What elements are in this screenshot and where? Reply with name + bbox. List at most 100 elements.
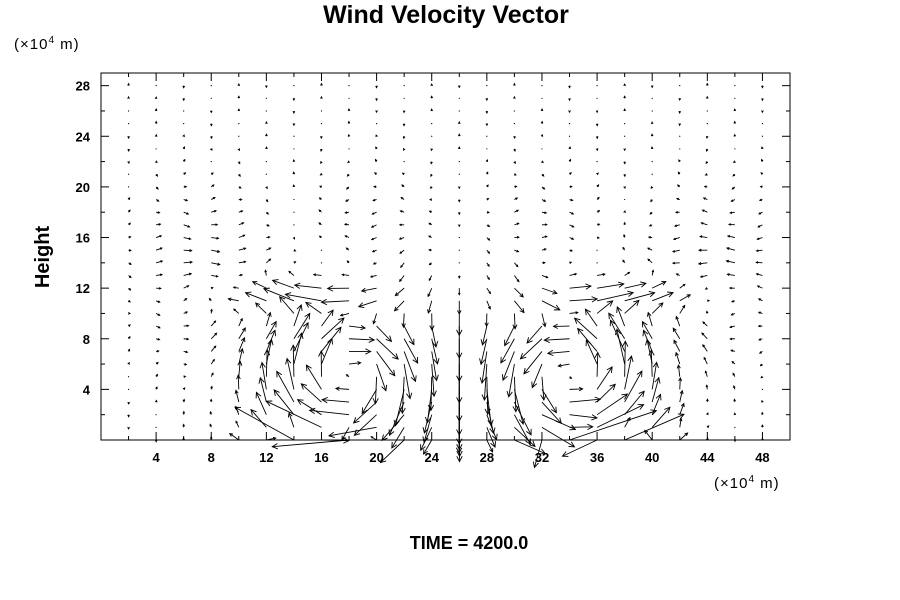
wind-vector	[485, 123, 489, 127]
wind-vector	[761, 85, 764, 89]
wind-vector	[341, 273, 350, 277]
wind-vector	[761, 110, 764, 114]
wind-vector	[211, 236, 220, 240]
wind-vector	[361, 389, 377, 415]
wind-vector	[624, 390, 645, 415]
wind-vector	[320, 123, 323, 125]
wind-vector	[348, 148, 350, 150]
wind-vector	[423, 439, 433, 455]
wind-vector	[393, 389, 405, 427]
wind-vector	[211, 223, 219, 226]
wind-vector	[541, 313, 547, 328]
wind-vector	[568, 123, 571, 125]
wind-vector	[675, 197, 680, 201]
wind-vector	[647, 247, 653, 251]
wind-vector	[486, 439, 494, 453]
wind-vector	[127, 186, 130, 188]
wind-vector	[293, 261, 297, 264]
wind-vector	[156, 287, 162, 290]
wind-vector	[486, 224, 491, 228]
wind-vector	[210, 160, 212, 163]
wind-vector	[501, 351, 515, 382]
wind-vector	[183, 237, 192, 241]
wind-vector	[345, 186, 350, 190]
wind-vector	[320, 95, 323, 99]
wind-vector	[457, 146, 461, 150]
wind-vector	[512, 313, 518, 330]
wind-vector	[155, 373, 158, 377]
wind-vector	[370, 237, 377, 241]
wind-vector	[678, 123, 682, 127]
wind-vector	[623, 233, 626, 238]
wind-vector	[292, 98, 296, 102]
wind-vector	[371, 249, 377, 253]
wind-vector	[127, 335, 131, 340]
wind-vector	[541, 148, 543, 150]
y-tick-label: 28	[76, 79, 90, 94]
wind-vector	[701, 332, 708, 340]
wind-vector	[726, 234, 735, 238]
wind-vector	[210, 184, 215, 188]
wind-vector	[569, 211, 575, 215]
wind-vector	[403, 85, 405, 87]
wind-vector	[208, 297, 212, 302]
wind-vector	[265, 85, 268, 89]
plot-frame	[100, 72, 791, 441]
wind-vector	[127, 348, 131, 352]
wind-vector	[457, 85, 461, 89]
wind-vector	[678, 98, 682, 102]
wind-vector	[569, 249, 574, 252]
wind-vector	[623, 210, 626, 214]
wind-vector	[676, 184, 681, 188]
wind-vector	[183, 363, 188, 366]
wind-vector	[569, 311, 579, 315]
wind-vector	[672, 327, 681, 339]
wind-vector	[232, 286, 239, 289]
wind-vector	[238, 234, 246, 238]
x-tick-label: 36	[590, 450, 604, 465]
wind-vector	[210, 372, 214, 377]
wind-vector	[624, 355, 634, 390]
wind-vector	[732, 160, 736, 163]
wind-vector	[259, 361, 267, 390]
x-tick-labels: 4 8 12 16 20 24 28 32 36 40 44 48	[153, 450, 770, 465]
wind-vector	[182, 437, 185, 441]
wind-vector	[128, 249, 132, 252]
wind-vector	[597, 273, 606, 276]
wind-vector	[758, 338, 763, 341]
wind-vector	[514, 262, 519, 268]
wind-vector	[183, 272, 193, 276]
wind-vector	[211, 249, 221, 253]
wind-vector	[457, 186, 461, 190]
wind-vector	[677, 171, 681, 175]
wind-vector	[594, 351, 601, 377]
wind-vector	[318, 197, 322, 200]
wind-vector	[457, 275, 461, 279]
wind-vector	[732, 173, 736, 177]
wind-vector	[704, 173, 708, 176]
wind-vector	[265, 160, 267, 163]
wind-vector	[211, 209, 218, 213]
wind-vector	[127, 95, 130, 99]
wind-vector	[531, 363, 543, 389]
wind-vector	[183, 249, 193, 253]
wind-vector	[513, 389, 525, 425]
wind-vector	[513, 401, 532, 436]
wind-vector	[327, 426, 377, 438]
wind-vector	[514, 300, 525, 314]
wind-vector	[428, 262, 433, 266]
wind-vector	[541, 211, 548, 214]
wind-vector	[706, 425, 710, 428]
wind-vector	[646, 311, 653, 327]
wind-vector	[458, 173, 460, 175]
wind-vector	[284, 292, 322, 302]
wind-vector	[128, 222, 131, 226]
wind-vector	[293, 85, 295, 87]
wind-vector	[541, 85, 543, 87]
wind-vector	[733, 412, 737, 416]
wind-vector	[346, 173, 350, 177]
wind-vector	[238, 347, 245, 365]
wind-vector	[486, 427, 496, 448]
wind-vector	[237, 108, 241, 112]
wind-vector	[458, 160, 460, 163]
